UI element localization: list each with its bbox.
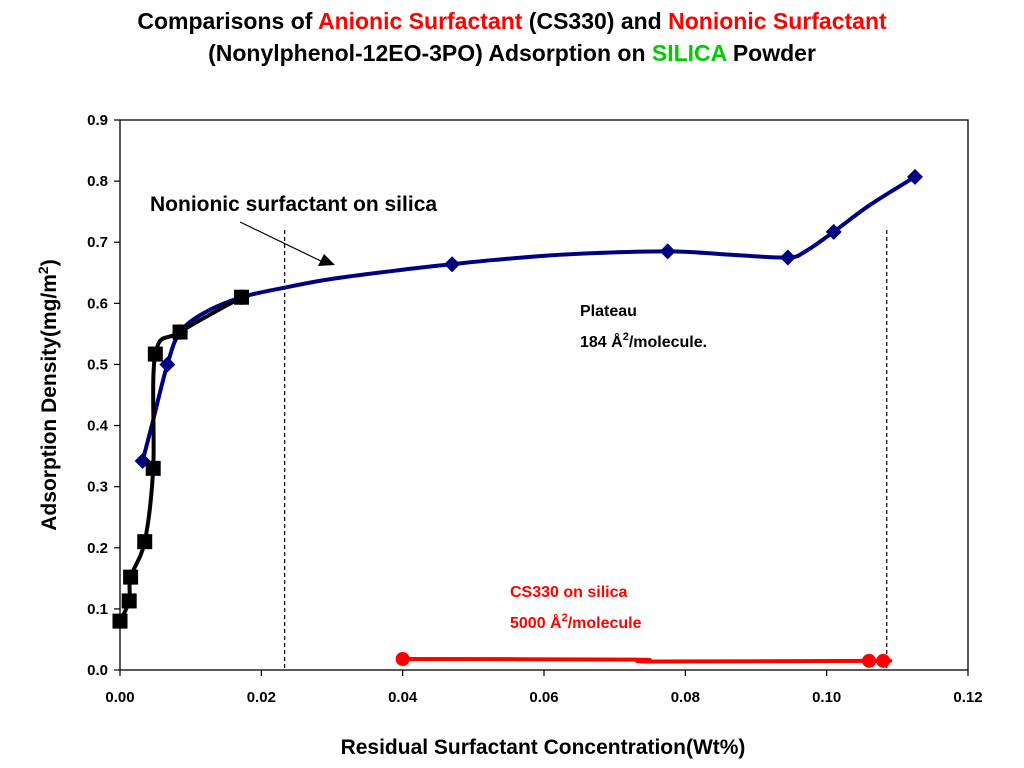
y-axis-label: Adsorption Density(mg/m2)	[35, 259, 61, 530]
x-tick-label: 0.02	[247, 689, 276, 706]
data-point-circle	[876, 653, 891, 668]
annotation-arrow-line	[239, 221, 326, 264]
title-segment: Comparisons of	[137, 8, 318, 34]
annotation-plateau-value: 184 Å2/molecule.	[580, 331, 707, 351]
annotation-nonionic: Nonionic surfactant on silica	[150, 193, 437, 216]
data-point-diamond	[907, 168, 923, 185]
x-tick-label: 0.10	[812, 689, 841, 706]
y-tick-label: 0.6	[87, 295, 108, 312]
annotation-cs330-value: 5000 Å2/molecule	[510, 612, 642, 632]
y-tick-label: 0.7	[87, 234, 108, 251]
data-point-circle	[395, 652, 410, 666]
annotation-cs330-title: CS330 on silica	[510, 584, 627, 601]
title-segment: (Nonylphenol-12EO-3PO) Adsorption on	[208, 40, 652, 66]
annotation-plateau-title: Plateau	[580, 303, 637, 320]
title-segment: Nonionic Surfactant	[668, 8, 887, 34]
title-segment: Powder	[726, 40, 816, 66]
y-tick-label: 0.3	[87, 479, 108, 496]
data-point-square	[172, 324, 188, 340]
y-tick-label: 0.0	[87, 662, 108, 679]
title-segment: (CS330) and	[522, 8, 669, 34]
data-point-square	[145, 460, 161, 476]
y-tick-label: 0.9	[87, 112, 108, 129]
y-tick-label: 0.1	[87, 601, 108, 618]
data-point-diamond	[825, 223, 842, 240]
data-point-square	[137, 534, 153, 550]
y-tick-label: 0.5	[87, 356, 108, 373]
data-point-square	[121, 593, 137, 609]
data-point-diamond	[779, 249, 796, 266]
title-segment: Anionic Surfactant	[317, 8, 523, 34]
data-point-diamond	[159, 356, 176, 373]
annotation-arrowhead	[318, 254, 335, 266]
x-tick-label: 0.00	[105, 689, 134, 706]
title-segment: SILICA	[651, 40, 727, 66]
data-point-diamond	[444, 256, 461, 273]
chart-title-line2: (Nonylphenol-12EO-3PO) Adsorption on SIL…	[0, 40, 1024, 67]
x-axis-label: Residual Surfactant Concentration(Wt%)	[341, 736, 746, 759]
chart-title-line1: Comparisons of Anionic Surfactant (CS330…	[0, 8, 1024, 35]
data-point-circle	[862, 653, 877, 668]
data-point-square	[123, 569, 139, 585]
x-tick-label: 0.12	[953, 689, 982, 706]
series-line	[140, 174, 917, 463]
x-tick-label: 0.08	[671, 689, 700, 706]
series-line	[400, 657, 893, 664]
y-tick-label: 0.2	[87, 540, 108, 557]
data-point-diamond	[659, 243, 676, 260]
data-point-square	[234, 289, 250, 305]
y-tick-label: 0.8	[87, 173, 108, 190]
x-tick-label: 0.06	[529, 689, 558, 706]
x-tick-label: 0.04	[388, 689, 418, 706]
data-point-square	[147, 346, 163, 362]
y-tick-label: 0.4	[87, 418, 109, 435]
